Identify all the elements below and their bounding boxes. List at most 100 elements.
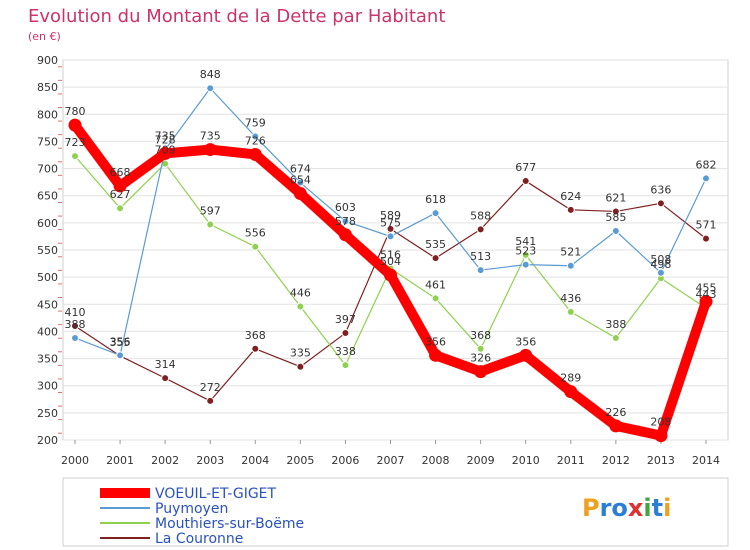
data-label: 289 <box>560 372 581 385</box>
data-point <box>609 419 623 433</box>
data-label: 397 <box>335 313 356 326</box>
data-point <box>431 209 440 218</box>
data-label: 335 <box>290 347 311 360</box>
data-label: 368 <box>470 329 491 342</box>
data-point <box>699 295 713 309</box>
data-point <box>71 322 79 330</box>
data-point <box>431 294 440 303</box>
data-point <box>431 254 440 263</box>
data-label: 355 <box>110 336 131 349</box>
data-point <box>566 261 575 270</box>
x-tick-label: 2007 <box>377 454 405 467</box>
data-point <box>161 374 170 383</box>
y-tick-label: 850 <box>37 81 58 94</box>
data-point <box>251 242 260 251</box>
data-point <box>566 205 575 214</box>
data-label: 624 <box>560 190 581 203</box>
legend-label: VOEUIL-ET-GIGET <box>155 486 277 502</box>
legend-swatch <box>100 507 150 509</box>
data-point <box>338 228 352 242</box>
logo-text: Proxiti <box>582 494 671 522</box>
data-label: 735 <box>200 130 221 143</box>
series-layer <box>68 84 713 443</box>
data-label: 356 <box>425 335 446 348</box>
data-labels: 410 355 314 272 368 335 397 589 535 588 677 624 621 6… <box>65 68 717 428</box>
data-point <box>248 147 262 161</box>
x-tick-label: 2013 <box>647 454 675 467</box>
data-point <box>296 302 305 311</box>
data-point <box>656 268 665 277</box>
data-label: 759 <box>245 117 266 130</box>
data-label: 388 <box>605 318 626 331</box>
data-label: 726 <box>245 134 266 147</box>
data-point <box>702 174 710 183</box>
data-label: 575 <box>380 216 401 229</box>
data-label: 677 <box>515 161 536 174</box>
data-point <box>702 234 710 243</box>
data-label: 585 <box>605 211 626 224</box>
data-label: 356 <box>110 335 131 348</box>
y-tick-label: 450 <box>37 298 58 311</box>
x-tick-label: 2010 <box>512 454 540 467</box>
data-label: 356 <box>515 335 536 348</box>
y-tick-label: 650 <box>37 190 58 203</box>
legend-swatch <box>100 537 150 539</box>
data-point <box>611 333 620 342</box>
y-tick-label: 550 <box>37 244 58 257</box>
data-label: 338 <box>335 345 356 358</box>
data-point <box>564 385 578 399</box>
data-label: 443 <box>696 288 717 301</box>
x-tick-label: 2005 <box>286 454 314 467</box>
data-label: 436 <box>560 292 581 305</box>
data-label: 627 <box>110 188 131 201</box>
data-point <box>68 118 82 132</box>
data-label: 709 <box>155 144 176 157</box>
data-point <box>251 132 260 141</box>
data-label: 541 <box>515 235 536 248</box>
data-label: 504 <box>380 255 401 268</box>
data-point <box>296 362 305 371</box>
legend-label: La Couronne <box>155 531 243 547</box>
data-point <box>476 266 485 275</box>
data-point <box>341 217 350 226</box>
data-point <box>206 84 215 93</box>
data-label: 654 <box>290 174 311 187</box>
data-label: 556 <box>245 227 266 240</box>
data-label: 410 <box>65 306 86 319</box>
data-point <box>293 187 307 201</box>
data-label: 455 <box>696 282 717 295</box>
data-point <box>474 365 488 379</box>
chart-title: Evolution du Montant de la Dette par Hab… <box>28 6 445 27</box>
data-label: 368 <box>245 329 266 342</box>
proxiti-logo: Proxiti <box>582 494 671 522</box>
data-label: 618 <box>425 193 446 206</box>
data-label: 621 <box>605 191 626 204</box>
data-label: 314 <box>155 358 176 371</box>
data-label: 523 <box>515 245 536 258</box>
data-point <box>251 344 260 353</box>
data-point <box>113 179 127 193</box>
y-tick-label: 350 <box>37 353 58 366</box>
x-tick-label: 2000 <box>61 454 89 467</box>
data-label: 848 <box>200 68 221 81</box>
data-point <box>386 224 395 233</box>
y-tick-label: 900 <box>37 54 58 67</box>
data-point <box>521 260 530 269</box>
data-label: 535 <box>425 238 446 251</box>
data-point <box>341 329 350 338</box>
data-point <box>116 351 125 360</box>
data-label: 578 <box>335 215 356 228</box>
x-tick-label: 2008 <box>422 454 450 467</box>
data-label: 668 <box>110 166 131 179</box>
data-label: 597 <box>200 204 221 217</box>
x-tick-label: 2002 <box>151 454 179 467</box>
x-tick-label: 2014 <box>692 454 720 467</box>
data-label: 446 <box>290 286 311 299</box>
data-label: 728 <box>155 133 176 146</box>
data-point <box>203 143 217 157</box>
legend: VOEUIL-ET-GIGETPuymoyenMouthiers-sur-Boë… <box>100 486 304 547</box>
data-point <box>429 348 443 362</box>
legend-swatch <box>100 522 150 524</box>
data-label: 513 <box>470 250 491 263</box>
y-tick-label: 750 <box>37 135 58 148</box>
